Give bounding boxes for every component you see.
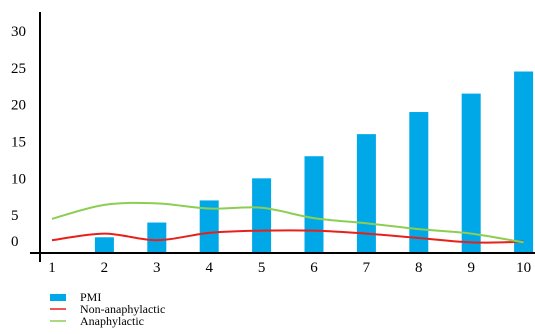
y-tick-label: 20	[11, 98, 26, 114]
bar-pmi-8	[409, 112, 429, 253]
x-tick-label: 7	[363, 260, 371, 276]
x-tick-label: 5	[258, 260, 266, 276]
line-non-anaphylactic	[51, 229, 524, 244]
y-tick-label: 15	[11, 135, 26, 151]
x-tick-label: 9	[467, 260, 475, 276]
bar-pmi-9	[461, 93, 481, 252]
bar-pmi-5	[252, 178, 272, 252]
legend-label-non-anaphylactic: Non-anaphylactic	[80, 302, 165, 316]
y-tick-label: 0	[11, 234, 19, 250]
x-tick-label: 6	[310, 260, 318, 276]
ticks-layer: 0 5 10 15 20 25 30 1 2 3 4 5 6 7 8 9 10	[11, 24, 531, 276]
bar-pmi-3	[147, 222, 167, 252]
x-tick-label: 4	[205, 260, 213, 276]
x-tick-label: 8	[415, 260, 423, 276]
bar-pmi-6	[304, 156, 324, 252]
x-tick-label: 10	[516, 260, 531, 276]
y-tick-label: 5	[11, 208, 19, 224]
legend-label-anaphylactic: Anaphylactic	[80, 314, 144, 328]
bars-layer	[94, 71, 534, 253]
x-tick-label: 3	[153, 260, 161, 276]
axes-layer	[30, 12, 535, 262]
y-tick-label: 30	[11, 24, 26, 40]
x-tick-label: 1	[48, 260, 56, 276]
x-tick-label: 2	[101, 260, 109, 276]
bar-pmi-4	[199, 200, 219, 252]
y-tick-label: 10	[11, 171, 26, 187]
line-anaphylactic	[51, 201, 524, 244]
lines-layer	[51, 201, 524, 244]
legend-label-pmi: PMI	[80, 290, 101, 304]
bar-pmi-2	[94, 237, 114, 252]
bar-pmi-10	[514, 71, 534, 253]
legend-swatch-pmi	[50, 294, 66, 301]
y-tick-label: 25	[11, 61, 26, 77]
